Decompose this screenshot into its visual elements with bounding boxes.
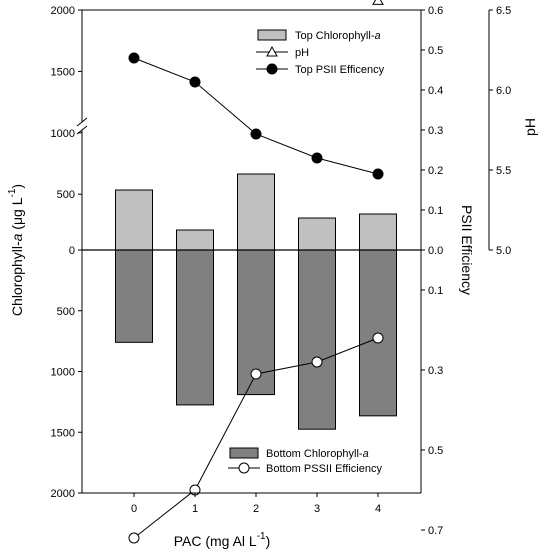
x-tick-label: 1 <box>192 503 198 515</box>
psii-tick-label: 0.1 <box>428 205 443 217</box>
legend-marker <box>238 462 250 474</box>
top-psii-point <box>250 128 262 140</box>
top-psii-point <box>189 76 201 88</box>
bottom-chlorophyll-bar <box>298 249 336 430</box>
legend-swatch <box>257 29 287 41</box>
left-top-tick-label: 1500 <box>51 66 75 78</box>
legend-label: pH <box>295 47 309 59</box>
legend-label: Top Chlorophyll-a <box>295 30 381 42</box>
ph-point <box>372 0 384 5</box>
bottom-psii-point <box>372 332 384 344</box>
psii-tick-label: 0.7 <box>428 525 443 537</box>
psii-tick-label: 0.0 <box>428 245 443 257</box>
legend-label: Bottom Chlorophyll-a <box>266 448 369 460</box>
psii-tick-label: 0.2 <box>428 165 443 177</box>
left-top-tick-label: 1000 <box>51 128 75 140</box>
legend-marker <box>266 45 278 57</box>
ticks-layer: 2000 1500 1000 500 0 500 1000 1500 2000 0.6 0.5 0.4… <box>51 5 512 537</box>
top-chlorophyll-bar <box>237 173 275 251</box>
psii-tick-label: 0.4 <box>428 85 443 97</box>
top-chlorophyll-bar <box>176 229 214 251</box>
psii-tick-label: 0.1 <box>428 285 443 297</box>
legend-label: Top PSII Efficency <box>295 64 385 76</box>
y-axis-psii-title: PSII Efficiency <box>459 205 475 295</box>
bottom-chlorophyll-bar <box>176 249 214 406</box>
ph-tick-label: 6.0 <box>496 85 511 97</box>
psii-tick-label: 0.5 <box>428 445 443 457</box>
top-chlorophyll-bar <box>298 217 336 251</box>
ph-tick-label: 6.5 <box>496 5 511 17</box>
left-bottom-tick-label: 500 <box>57 306 75 318</box>
y-axis-ph-title: pH <box>522 118 538 136</box>
x-tick-label: 3 <box>314 503 320 515</box>
left-bottom-tick-label: 1500 <box>51 427 75 439</box>
left-bottom-tick-label: 1000 <box>51 367 75 379</box>
x-axis-title: PAC (mg Al L-1) <box>174 531 271 549</box>
top-chlorophyll-bar <box>359 213 397 251</box>
x-tick-label: 0 <box>131 503 137 515</box>
psii-tick-label: 0.5 <box>428 45 443 57</box>
legend-label: Bottom PSSII Efficiency <box>266 463 382 475</box>
bottom-psii-point <box>128 532 140 544</box>
left-bottom-tick-label: 2000 <box>51 488 75 500</box>
bottom-psii-point <box>250 368 262 380</box>
legend-marker <box>266 63 278 75</box>
legend-swatch <box>229 447 259 459</box>
top-chlorophyll-bar <box>115 189 153 251</box>
bottom-psii-point <box>311 356 323 368</box>
left-top-tick-label: 2000 <box>51 5 75 17</box>
top-psii-point <box>311 152 323 164</box>
ph-tick-label: 5.5 <box>496 165 511 177</box>
x-tick-label: 2 <box>253 503 259 515</box>
y-axis-left-title: Chlorophyll-a (μg L-1) <box>7 184 25 316</box>
psii-tick-label: 0.6 <box>428 5 443 17</box>
psii-tick-label: 0.3 <box>428 125 443 137</box>
x-tick-label: 4 <box>375 503 381 515</box>
psii-tick-label: 0.3 <box>428 365 443 377</box>
bottom-chlorophyll-bar <box>115 249 153 343</box>
left-top-tick-label: 500 <box>57 189 75 201</box>
ph-tick-label: 5.0 <box>496 245 511 257</box>
bars-layer <box>115 173 397 430</box>
legend-layer: Top Chlorophyll-a pH Top PSII Efficency Bot… <box>228 29 385 475</box>
left-bottom-tick-label: 0 <box>69 245 75 257</box>
series-lines-layer <box>128 0 384 544</box>
top-psii-point <box>128 52 140 64</box>
axis-break-mark <box>76 117 88 127</box>
top-psii-point <box>372 168 384 180</box>
